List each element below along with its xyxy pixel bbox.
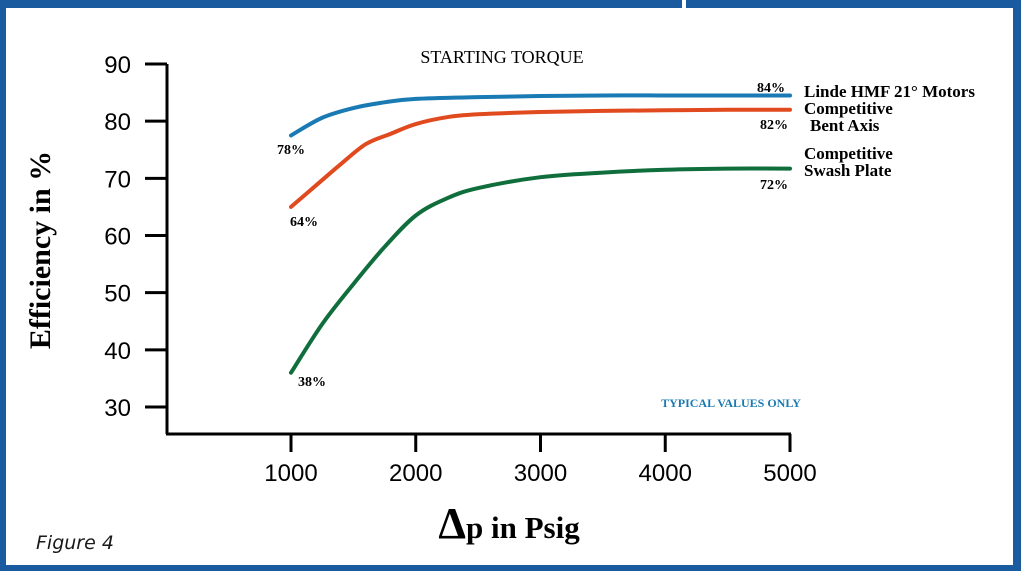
y-tick-label: 90 <box>104 52 131 79</box>
figure-panel <box>6 8 1013 565</box>
x-axis-label-text: p in Psig <box>466 510 580 545</box>
x-ticks: 1000 2000 3000 4000 5000 <box>264 434 817 487</box>
x-tick-label: 3000 <box>514 460 567 487</box>
series-name-linde-hmf: Linde HMF 21° Motors <box>804 82 975 101</box>
series-name-swash-plate-line2: Swash Plate <box>804 161 892 180</box>
header-notch <box>682 0 686 8</box>
x-tick-label: 1000 <box>264 460 317 487</box>
start-label-bent-axis: 64% <box>290 215 318 230</box>
start-label-linde-hmf: 78% <box>277 143 305 158</box>
series-name-bent-axis-line2: Bent Axis <box>810 116 880 135</box>
end-label-swash-plate: 72% <box>760 178 788 193</box>
y-tick-label: 30 <box>104 395 131 422</box>
axes <box>165 64 791 436</box>
series-line-bent-axis <box>289 107 792 209</box>
typical-values-note: TYPICAL VALUES ONLY <box>661 396 801 410</box>
y-tick-label: 70 <box>104 166 131 193</box>
y-tick-label: 60 <box>104 224 131 251</box>
series-line-swash-plate <box>289 166 792 375</box>
series-lines <box>289 93 792 375</box>
x-tick-label: 5000 <box>763 460 816 487</box>
end-label-linde-hmf: 84% <box>757 81 785 96</box>
y-ticks: 30 40 50 60 70 80 90 <box>104 52 167 422</box>
figure-label: Figure 4 <box>36 532 114 554</box>
series-name-bent-axis-line1: Competitive <box>804 99 893 118</box>
end-label-bent-axis: 82% <box>760 118 788 133</box>
y-tick-label: 50 <box>104 281 131 308</box>
y-axis-label: Efficiency in % <box>24 151 57 349</box>
header-tab <box>682 0 1021 8</box>
x-axis-label-symbol: Δ <box>438 499 466 548</box>
series-labels: 78%64%38%84%82%72%Linde HMF 21° MotorsCo… <box>277 81 975 390</box>
y-tick-label: 40 <box>104 338 131 365</box>
series-line-linde-hmf <box>289 93 792 138</box>
y-tick-label: 80 <box>104 109 131 136</box>
x-tick-label: 4000 <box>639 460 692 487</box>
x-tick-label: 2000 <box>389 460 442 487</box>
x-axis-label: Δ p in Psig <box>438 499 580 548</box>
start-label-swash-plate: 38% <box>298 375 326 390</box>
series-name-swash-plate-line1: Competitive <box>804 144 893 163</box>
chart-title: STARTING TORQUE <box>420 47 583 67</box>
